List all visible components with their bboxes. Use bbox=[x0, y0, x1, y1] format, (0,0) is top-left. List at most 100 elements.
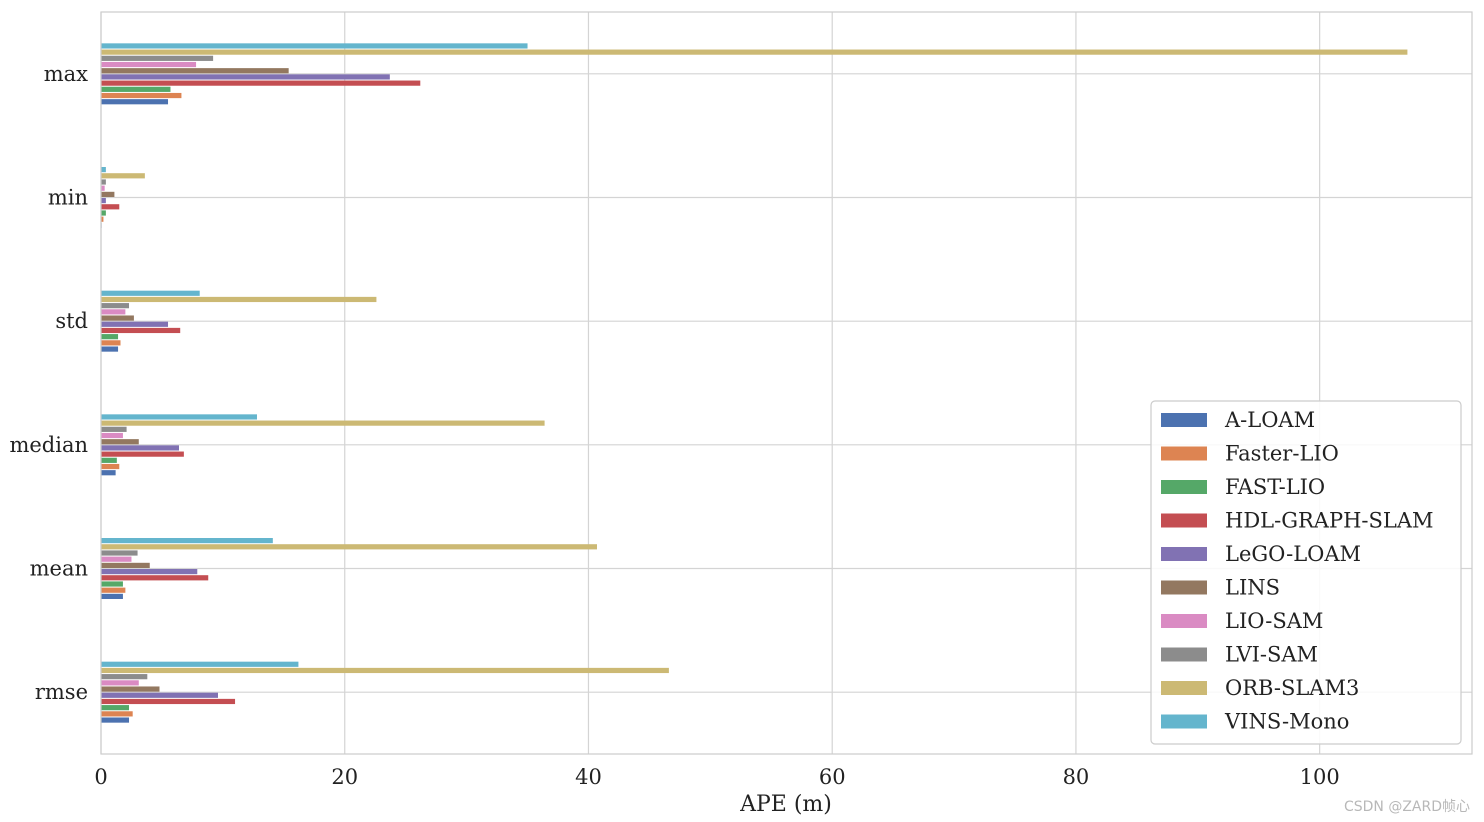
legend-swatch bbox=[1161, 614, 1207, 628]
bar bbox=[101, 556, 132, 562]
bar bbox=[101, 327, 181, 334]
legend-label: ORB-SLAM3 bbox=[1225, 676, 1359, 700]
bar bbox=[101, 451, 184, 457]
bar bbox=[101, 340, 121, 346]
bar bbox=[101, 463, 120, 470]
legend-label: FAST-LIO bbox=[1225, 475, 1325, 499]
bar bbox=[101, 470, 116, 476]
bar bbox=[101, 191, 115, 197]
bar bbox=[101, 167, 106, 173]
bar bbox=[101, 315, 134, 321]
x-tick-label: 100 bbox=[1300, 765, 1340, 789]
bar bbox=[101, 49, 1408, 55]
bar bbox=[101, 334, 119, 340]
bar bbox=[101, 439, 139, 445]
bar bbox=[101, 303, 130, 309]
legend-box bbox=[1150, 400, 1462, 745]
category-label: rmse bbox=[35, 680, 88, 704]
category-label: mean bbox=[30, 557, 88, 581]
bar bbox=[101, 309, 126, 315]
bars-group bbox=[101, 43, 1408, 723]
bar bbox=[101, 544, 597, 550]
legend-swatch bbox=[1161, 446, 1207, 461]
bar bbox=[101, 80, 421, 86]
category-label: min bbox=[48, 186, 88, 210]
x-axis-title: APE (m) bbox=[739, 792, 832, 817]
category-labels: max min std median mean rmse bbox=[9, 62, 88, 704]
x-tick-label: 20 bbox=[331, 765, 358, 789]
bar bbox=[101, 692, 218, 698]
bar bbox=[101, 538, 273, 544]
legend-swatch bbox=[1161, 547, 1207, 561]
bar bbox=[101, 68, 289, 74]
bar bbox=[101, 99, 169, 105]
watermark: CSDN @ZARD帧心 bbox=[1343, 799, 1470, 815]
legend-label: LIO-SAM bbox=[1225, 609, 1323, 633]
legend-label: LVI-SAM bbox=[1225, 643, 1318, 667]
bar bbox=[101, 426, 127, 432]
bar bbox=[101, 92, 182, 99]
category-label: std bbox=[55, 309, 88, 333]
bar bbox=[101, 593, 123, 599]
x-tick-label: 40 bbox=[575, 765, 602, 789]
bar bbox=[101, 680, 139, 686]
legend-label: Faster-LIO bbox=[1225, 442, 1339, 466]
legend-swatch bbox=[1161, 480, 1207, 494]
bar bbox=[101, 185, 105, 191]
legend-label: A-LOAM bbox=[1224, 408, 1315, 432]
bar bbox=[101, 296, 377, 303]
bar bbox=[101, 43, 528, 49]
bar bbox=[101, 581, 123, 587]
bar bbox=[101, 210, 106, 216]
bar bbox=[101, 86, 171, 92]
bar bbox=[101, 204, 120, 210]
bar bbox=[101, 705, 130, 711]
legend-swatch bbox=[1161, 714, 1207, 729]
legend-swatch bbox=[1161, 681, 1207, 695]
legend-label: HDL-GRAPH-SLAM bbox=[1225, 509, 1433, 533]
bar bbox=[101, 432, 123, 439]
legend-label: LINS bbox=[1225, 576, 1280, 600]
bar bbox=[101, 575, 209, 581]
x-tick-label: 60 bbox=[819, 765, 846, 789]
bar bbox=[101, 457, 117, 463]
bar bbox=[101, 674, 148, 680]
bar bbox=[101, 74, 390, 80]
bar bbox=[101, 587, 126, 593]
bar bbox=[101, 321, 169, 327]
bar bbox=[101, 445, 179, 451]
legend-label: VINS-Mono bbox=[1224, 710, 1349, 734]
bar bbox=[101, 569, 198, 575]
bar bbox=[101, 550, 138, 556]
legend-swatch bbox=[1161, 580, 1207, 595]
legend-swatch bbox=[1161, 647, 1207, 662]
bar bbox=[101, 698, 236, 705]
x-tick-labels: 0 20 40 60 80 100 bbox=[94, 765, 1339, 789]
bar bbox=[101, 55, 214, 61]
bar bbox=[101, 717, 130, 723]
x-tick-label: 80 bbox=[1063, 765, 1090, 789]
bar bbox=[101, 420, 545, 426]
bar bbox=[101, 216, 104, 222]
x-tick-label: 0 bbox=[94, 765, 107, 789]
legend: A-LOAM Faster-LIO FAST-LIO HDL-GRAPH-SLAM Le… bbox=[1150, 400, 1462, 745]
bar bbox=[101, 562, 150, 568]
bar bbox=[101, 711, 133, 717]
bar bbox=[101, 414, 257, 420]
bar bbox=[101, 667, 669, 674]
bar bbox=[101, 173, 145, 179]
legend-label: LeGO-LOAM bbox=[1225, 542, 1361, 566]
plot-frame bbox=[100, 11, 1473, 755]
bar bbox=[101, 661, 299, 667]
bar bbox=[101, 346, 119, 352]
bar bbox=[101, 179, 106, 185]
legend-swatch bbox=[1161, 513, 1207, 528]
bar bbox=[101, 686, 160, 692]
category-label: median bbox=[9, 433, 88, 457]
legend-swatch bbox=[1161, 413, 1207, 427]
category-label: max bbox=[44, 62, 88, 86]
bar bbox=[101, 198, 106, 204]
bar bbox=[101, 61, 197, 68]
bar bbox=[101, 290, 200, 296]
